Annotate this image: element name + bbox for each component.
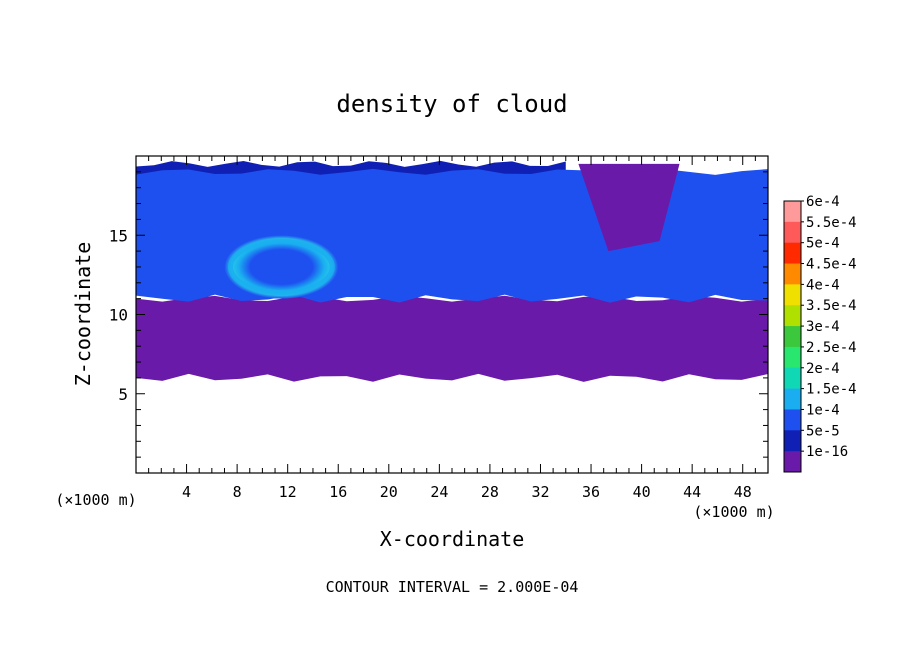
colorbar-swatch (784, 388, 801, 410)
x-tick-label: 4 (182, 483, 191, 501)
colorbar-frame (783, 200, 802, 473)
x-tick-label: 48 (734, 483, 752, 501)
y-tick-label: 15 (109, 226, 128, 245)
x-axis-label: X-coordinate (380, 527, 525, 551)
contour-region-1e-16-0 (136, 295, 768, 382)
x-tick-label: 28 (481, 483, 499, 501)
chart-title: density of cloud (336, 90, 567, 118)
contour-patch-1e-16-4 (578, 163, 680, 252)
colorbar: 6e-4 5.5e-4 5e-4 4.5e-4 4e-4 3.5e-4 3e-4 2.5e-4… (783, 194, 857, 473)
colorbar-swatch (784, 430, 801, 452)
contour-ring-1.5e-4 (224, 235, 339, 299)
colorbar-label: 1e-4 (806, 402, 840, 418)
colorbar-label: 3e-4 (806, 319, 840, 335)
colorbar-swatch (784, 409, 801, 431)
colorbar-label: 3.5e-4 (806, 298, 857, 314)
colorbar-swatch (784, 221, 801, 244)
colorbar-label: 5e-5 (806, 423, 840, 439)
y-axis-ticks: 5 10 15 (109, 171, 768, 458)
y-tick-label: 10 (109, 306, 128, 325)
x-tick-label: 12 (279, 483, 297, 501)
colorbar-swatch (784, 367, 801, 390)
colorbar-label: 4.5e-4 (806, 257, 857, 273)
x-tick-label: 16 (329, 483, 347, 501)
x-tick-label: 32 (531, 483, 549, 501)
contour-ring-outline-1.5e-4 (227, 238, 335, 296)
x-axis-unit: (×1000 m) (693, 503, 774, 521)
colorbar-label: 2.5e-4 (806, 340, 857, 356)
colorbar-swatch (784, 242, 801, 265)
colorbar-label: 5e-4 (806, 236, 840, 252)
y-axis-label: Z-coordinate (71, 242, 95, 387)
x-tick-label: 8 (233, 483, 242, 501)
contour-interval-note: CONTOUR INTERVAL = 2.000E-04 (326, 578, 579, 596)
colorbar-swatch (784, 451, 801, 473)
colorbar-swatch (784, 346, 801, 369)
colorbar-label: 6e-4 (806, 194, 840, 210)
colorbar-swatch (784, 284, 801, 306)
colorbar-label: 1e-16 (806, 444, 848, 460)
colorbar-label: 2e-4 (806, 361, 840, 377)
colorbar-label: 1.5e-4 (806, 382, 857, 398)
colorbar-swatch (784, 201, 801, 223)
colorbar-label: 5.5e-4 (806, 215, 857, 231)
x-tick-label: 40 (633, 483, 651, 501)
x-tick-label: 44 (683, 483, 701, 501)
x-tick-label: 36 (582, 483, 600, 501)
colorbar-label: 4e-4 (806, 277, 840, 293)
x-axis-ticks: 4 8 12 16 20 24 28 32 36 40 44 48 (135, 156, 769, 501)
x-tick-label: 24 (430, 483, 448, 501)
y-axis-unit: (×1000 m) (55, 491, 136, 509)
x-tick-label: 20 (380, 483, 398, 501)
y-tick-label: 5 (118, 385, 128, 404)
colorbar-swatch (784, 326, 801, 348)
contour-field (136, 160, 768, 382)
colorbar-swatch (784, 305, 801, 327)
colorbar-swatch (784, 263, 801, 285)
contour-region-1e-4-2 (136, 168, 768, 303)
